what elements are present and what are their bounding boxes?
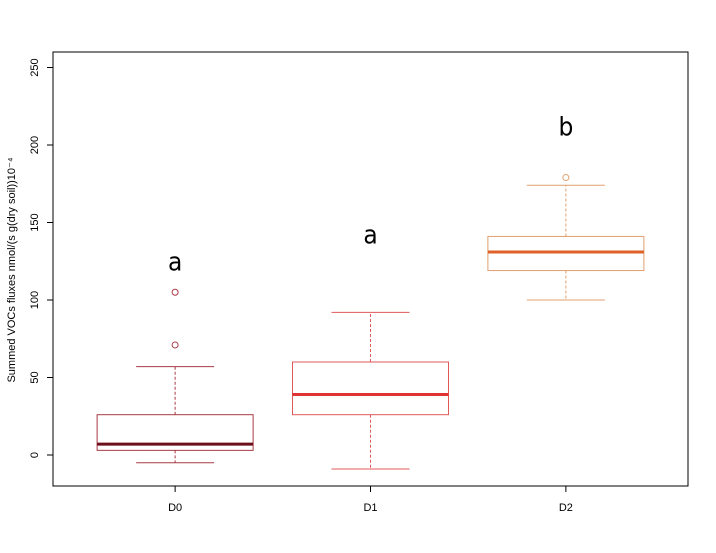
y-tick-label: 150: [29, 213, 41, 231]
box: [487, 235, 645, 272]
group-letter: a: [168, 248, 182, 278]
outlier: [171, 341, 179, 349]
y-tick-label: 50: [29, 371, 41, 383]
group-letter: b: [558, 113, 573, 143]
group-letter: a: [363, 221, 377, 251]
y-axis-label: Summed VOCs fluxes nmol/(s g(dry soil))1…: [6, 157, 18, 382]
x-tick-label: D0: [168, 502, 182, 514]
y-tick-label: 0: [29, 452, 41, 458]
box: [292, 361, 449, 416]
box: [96, 414, 254, 451]
y-tick-label: 200: [29, 136, 41, 154]
x-tick-label: D2: [559, 502, 573, 514]
y-tick-label: 250: [29, 58, 41, 76]
outlier: [562, 174, 570, 182]
outlier: [171, 288, 179, 296]
y-tick-label: 100: [29, 291, 41, 309]
x-tick-label: D1: [363, 502, 377, 514]
